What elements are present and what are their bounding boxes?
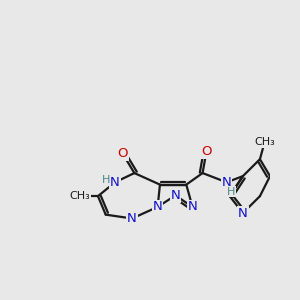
Text: N: N [110,176,120,189]
Text: O: O [118,147,128,160]
Text: N: N [127,212,137,225]
Text: O: O [201,145,212,158]
Text: N: N [153,200,163,213]
Text: H: H [227,187,236,196]
Text: CH₃: CH₃ [70,191,91,201]
Text: N: N [188,200,197,213]
Text: N: N [222,176,232,189]
Text: N: N [238,207,248,220]
Text: H: H [102,175,110,185]
Text: N: N [171,189,180,202]
Text: CH₃: CH₃ [254,137,275,147]
